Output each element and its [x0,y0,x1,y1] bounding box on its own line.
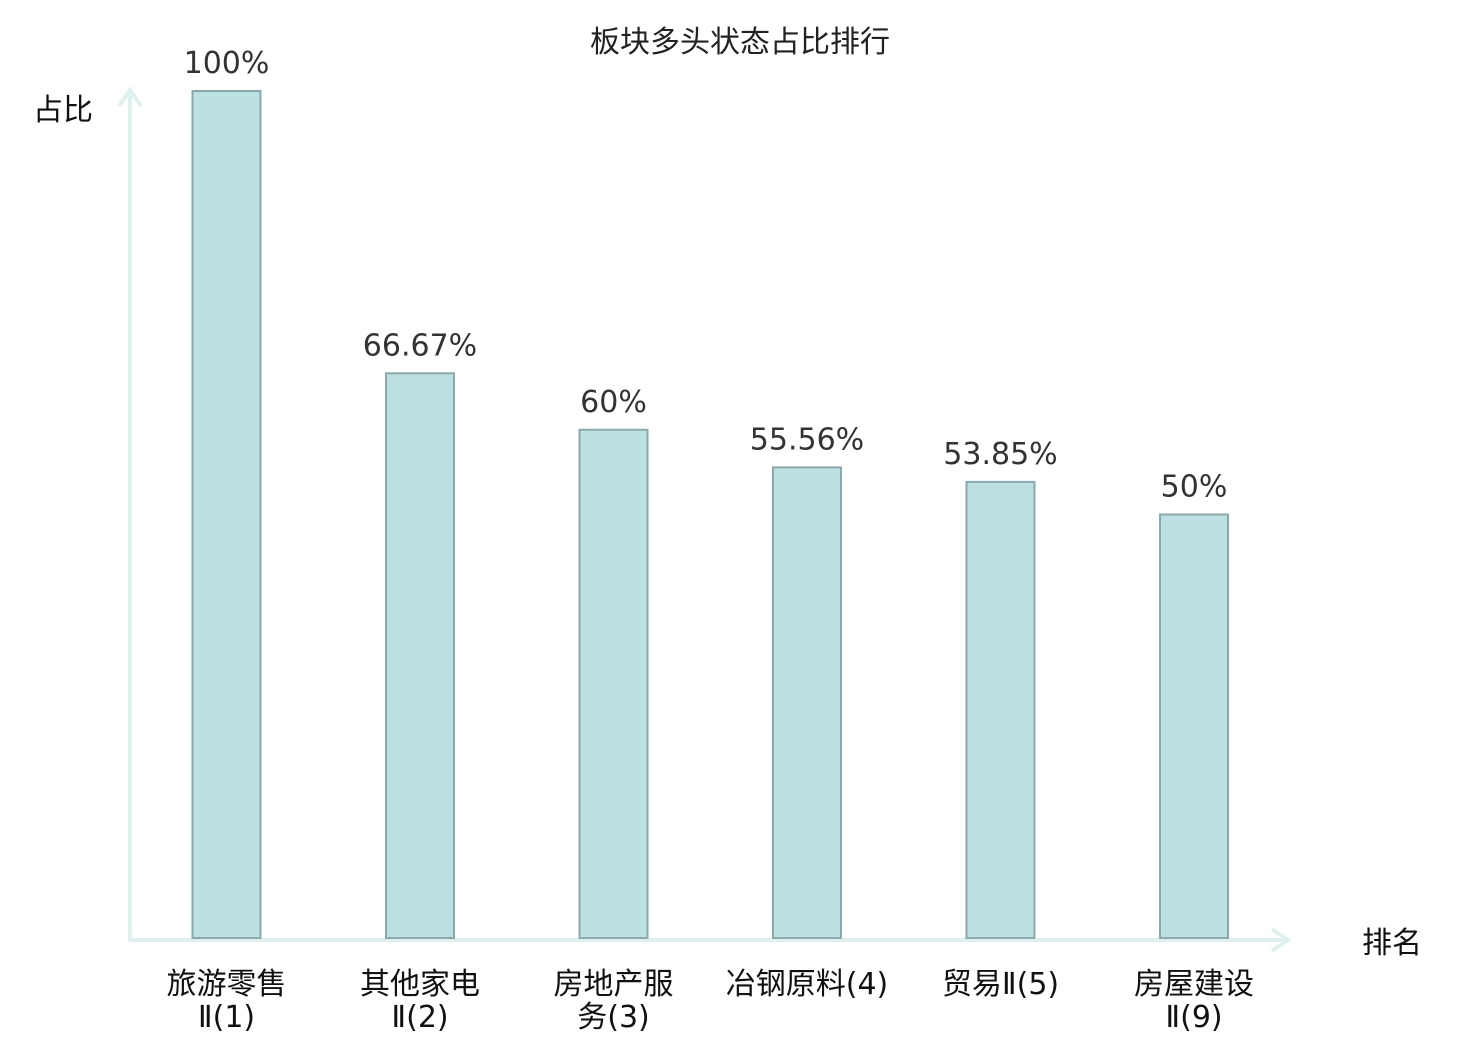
tick-labels-group: 旅游零售 Ⅱ(1) 其他家电 Ⅱ(2) 房地产服务(3) 冶钢原料(4) 贸易Ⅱ(5) 房屋建… [167,967,1255,1035]
x-tick-label-5: 贸易Ⅱ(5) [942,967,1059,1002]
x-tick-label-4: 冶钢原料(4) [726,967,889,1002]
bar-value-label-5: 53.85% [943,437,1057,472]
y-axis-title: 占比 [33,93,93,128]
x-tick-label-line: 房屋建设 [1134,967,1254,1002]
bar-3 [578,428,649,939]
bar-value-label-1: 100% [184,46,270,81]
bar-value-label-4: 55.56% [750,422,864,457]
bar-5 [965,480,1036,939]
x-tick-label-3: 房地产服务(3) [554,967,674,1035]
x-tick-label-line: Ⅱ(9) [1165,1000,1222,1035]
bar-1 [191,90,262,939]
x-tick-label-1: 旅游零售 Ⅱ(1) [167,967,287,1035]
bars-group [191,90,1229,939]
bar-value-label-2: 66.67% [363,328,477,363]
x-tick-label-line: Ⅱ(2) [391,1000,448,1035]
bar-2 [385,372,455,939]
bar-value-label-3: 60% [580,385,647,420]
x-axis-title: 排名 [1362,926,1422,961]
x-tick-label-line: 旅游零售 [167,967,287,1002]
x-tick-label-line: 冶钢原料(4) [726,967,889,1002]
bar-value-label-6: 50% [1161,470,1228,505]
x-tick-label-line: 贸易Ⅱ(5) [942,967,1059,1002]
x-tick-label-line: Ⅱ(1) [198,1000,255,1035]
y-axis-arrow [117,86,143,108]
x-tick-label-6: 房屋建设 Ⅱ(9) [1134,967,1254,1035]
x-tick-label-2: 其他家电 Ⅱ(2) [360,967,480,1035]
value-labels-group: 100% 66.67% 60% 55.56% 53.85% 50% [184,46,1228,505]
x-tick-label-line: 其他家电 [360,967,480,1002]
x-tick-label-line: 务(3) [577,1000,650,1035]
bar-4 [772,466,842,939]
x-tick-label-line: 房地产服 [554,967,674,1002]
x-axis-arrow [1270,927,1292,953]
chart-title: 板块多头状态占比排行 [590,25,890,60]
bar-6 [1159,513,1229,939]
